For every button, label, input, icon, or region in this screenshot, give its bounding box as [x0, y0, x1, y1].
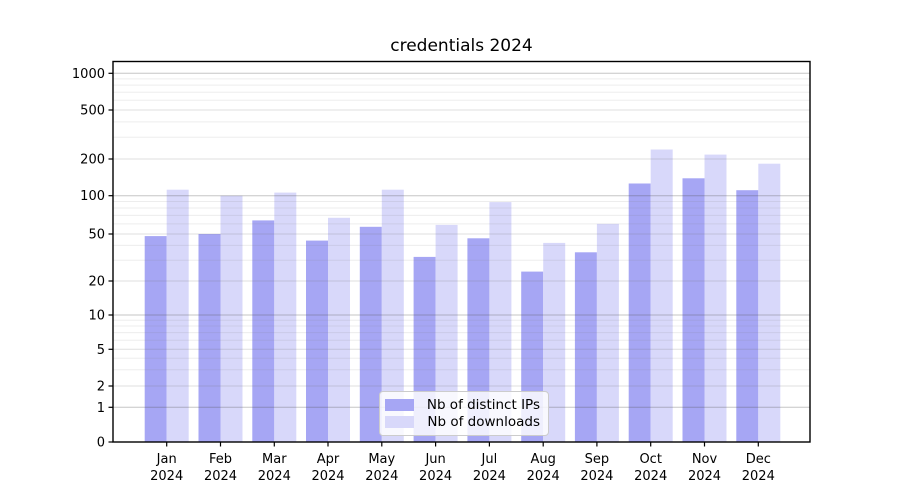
x-tick-label-year: 2024	[150, 469, 183, 484]
bar-downloads-jun	[435, 224, 458, 442]
bar-downloads-nov	[704, 154, 727, 442]
y-tick-label: 0	[97, 436, 105, 451]
x-tick-label-year: 2024	[634, 469, 667, 484]
x-tick-label-month: Jun	[424, 452, 445, 467]
y-tick-label: 10	[88, 309, 105, 324]
legend-label-downloads: Nb of downloads	[427, 414, 540, 431]
bar-ips-sep	[574, 252, 597, 442]
y-tick-label: 2	[97, 380, 105, 395]
x-tick-label-year: 2024	[365, 469, 398, 484]
x-tick-label-month: Sep	[585, 452, 610, 467]
bar-ips-nov	[682, 178, 705, 443]
x-tick-label-month: Jan	[156, 452, 177, 467]
bar-ips-may	[359, 226, 382, 442]
x-tick-label-year: 2024	[258, 469, 291, 484]
y-tick-label: 200	[80, 153, 105, 168]
y-tick-label: 100	[80, 189, 105, 204]
bar-downloads-mar	[274, 192, 297, 442]
x-tick-label-year: 2024	[527, 469, 560, 484]
x-tick-label-year: 2024	[204, 469, 237, 484]
bar-ips-dec	[736, 190, 759, 442]
y-tick-label: 1000	[72, 67, 105, 82]
bar-downloads-aug	[543, 242, 566, 442]
x-tick-label-month: Jul	[481, 452, 498, 467]
bar-ips-mar	[252, 220, 275, 442]
bar-downloads-apr	[328, 217, 350, 442]
legend-entry-downloads: Nb of downloads	[385, 414, 540, 431]
x-tick-label-year: 2024	[419, 469, 452, 484]
x-tick-label-month: Feb	[209, 452, 232, 467]
x-tick-label-year: 2024	[688, 469, 721, 484]
bar-downloads-oct	[650, 149, 673, 442]
bar-downloads-jul	[489, 202, 512, 442]
bar-downloads-may	[381, 189, 404, 442]
x-tick-label-year: 2024	[311, 469, 344, 484]
y-tick-label: 20	[88, 275, 105, 290]
x-tick-label-month: May	[368, 452, 395, 467]
legend: Nb of distinct IPs Nb of downloads	[379, 391, 549, 436]
chart-title: credentials 2024	[390, 36, 533, 56]
bar-ips-apr	[306, 240, 328, 442]
legend-entry-distinct-ips: Nb of distinct IPs	[385, 396, 540, 413]
y-tick-label: 500	[80, 104, 105, 119]
bar-downloads-jan	[166, 189, 189, 442]
y-tick-label: 1	[97, 401, 105, 416]
x-tick-label-year: 2024	[473, 469, 506, 484]
bar-downloads-dec	[758, 163, 781, 442]
x-tick-label-month: Dec	[746, 452, 771, 467]
bar-ips-jan	[144, 236, 167, 442]
x-tick-label-month: Nov	[692, 452, 718, 467]
bar-ips-oct	[628, 183, 651, 442]
x-tick-label-month: Oct	[639, 452, 661, 467]
axes-spines	[112, 60, 811, 443]
legend-swatch-distinct-ips-icon	[385, 398, 414, 411]
x-tick-label-month: Mar	[262, 452, 287, 467]
y-tick-label: 50	[88, 228, 105, 243]
x-tick-label-month: Apr	[317, 452, 340, 467]
x-tick-label-year: 2024	[580, 469, 613, 484]
x-tick-label-month: Aug	[531, 452, 556, 467]
bar-downloads-sep	[596, 223, 619, 442]
bar-downloads-feb	[220, 195, 243, 442]
x-tick-label-year: 2024	[742, 469, 775, 484]
y-tick-label: 5	[97, 343, 105, 358]
legend-label-distinct-ips: Nb of distinct IPs	[426, 396, 540, 413]
bar-ips-feb	[198, 234, 221, 442]
legend-swatch-downloads-icon	[385, 416, 414, 429]
